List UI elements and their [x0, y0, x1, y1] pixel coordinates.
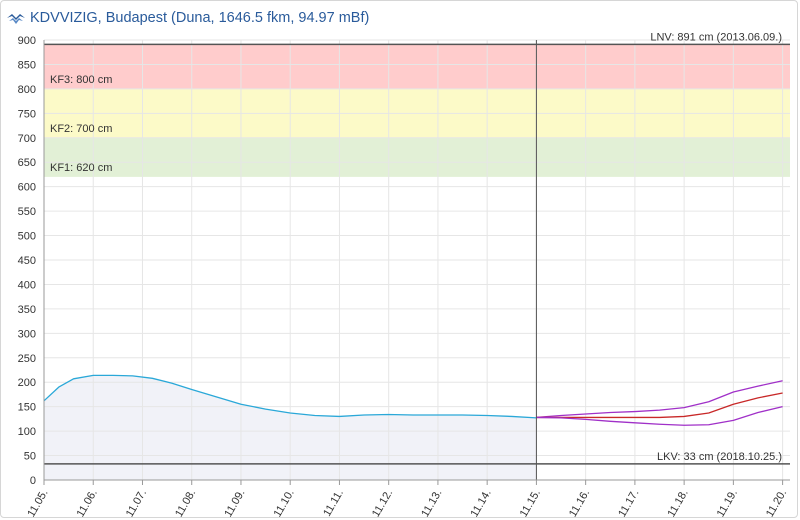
x-tick-label: 11.08. [173, 488, 198, 520]
y-tick-label: 500 [18, 231, 36, 243]
y-tick-label: 0 [30, 475, 36, 487]
x-tick-label: 11.05. [25, 488, 50, 520]
x-tick-label: 11.17. [616, 488, 641, 520]
y-tick-label: 200 [18, 377, 36, 389]
x-tick-label: 11.07. [124, 488, 149, 520]
chart-header: KDVVIZIG, Budapest (Duna, 1646.5 fkm, 94… [6, 4, 369, 32]
reference-label-2: LKV: 33 cm (2018.10.25.) [657, 451, 782, 463]
kdvvizig-wave-logo-icon [7, 14, 25, 24]
y-tick-label: 600 [18, 182, 36, 194]
y-tick-label: 700 [18, 133, 36, 145]
series-line-3 [536, 392, 783, 419]
series-line-1 [43, 374, 537, 419]
x-tick-label: 11.12. [370, 488, 395, 520]
y-tick-label: 550 [18, 206, 36, 218]
x-tick-label: 11.16. [567, 488, 592, 520]
x-tick-label: 11.13. [419, 488, 444, 520]
x-tick-label: 11.20. [764, 488, 789, 520]
series-line-4 [536, 406, 783, 426]
y-tick-label: 150 [18, 402, 36, 414]
reference-label-1: LNV: 891 cm (2013.06.09.) [650, 31, 782, 43]
y-tick-label: 750 [18, 108, 36, 120]
x-tick-label: 11.18. [665, 488, 690, 520]
chart-title: KDVVIZIG, Budapest (Duna, 1646.5 fkm, 94… [30, 10, 370, 26]
x-tick-label: 11.11. [321, 488, 346, 519]
y-tick-label: 300 [18, 328, 36, 340]
y-tick-label: 650 [18, 157, 36, 169]
x-tick-label: 11.19. [715, 488, 740, 520]
y-tick-label: 800 [18, 84, 36, 96]
y-tick-label: 400 [18, 279, 36, 291]
series-line-2 [536, 380, 783, 419]
x-tick-label: 11.15. [518, 488, 543, 520]
threshold-label: KF2: 700 cm [50, 123, 112, 135]
y-tick-label: 900 [18, 35, 36, 47]
threshold-label: KF3: 800 cm [50, 74, 112, 86]
x-tick-label: 11.09. [222, 488, 247, 520]
x-tick-label: 11.14. [468, 488, 493, 520]
threshold-band-1 [44, 44, 790, 89]
x-tick-label: 11.10. [272, 488, 297, 520]
y-tick-label: 100 [18, 426, 36, 438]
y-tick-label: 250 [18, 353, 36, 365]
y-tick-label: 450 [18, 255, 36, 267]
y-tick-label: 50 [24, 451, 36, 463]
threshold-band-3 [44, 137, 790, 177]
threshold-label: KF1: 620 cm [50, 162, 112, 174]
y-tick-label: 350 [18, 304, 36, 316]
y-tick-label: 850 [18, 59, 36, 71]
x-tick-label: 11.06. [75, 488, 100, 520]
